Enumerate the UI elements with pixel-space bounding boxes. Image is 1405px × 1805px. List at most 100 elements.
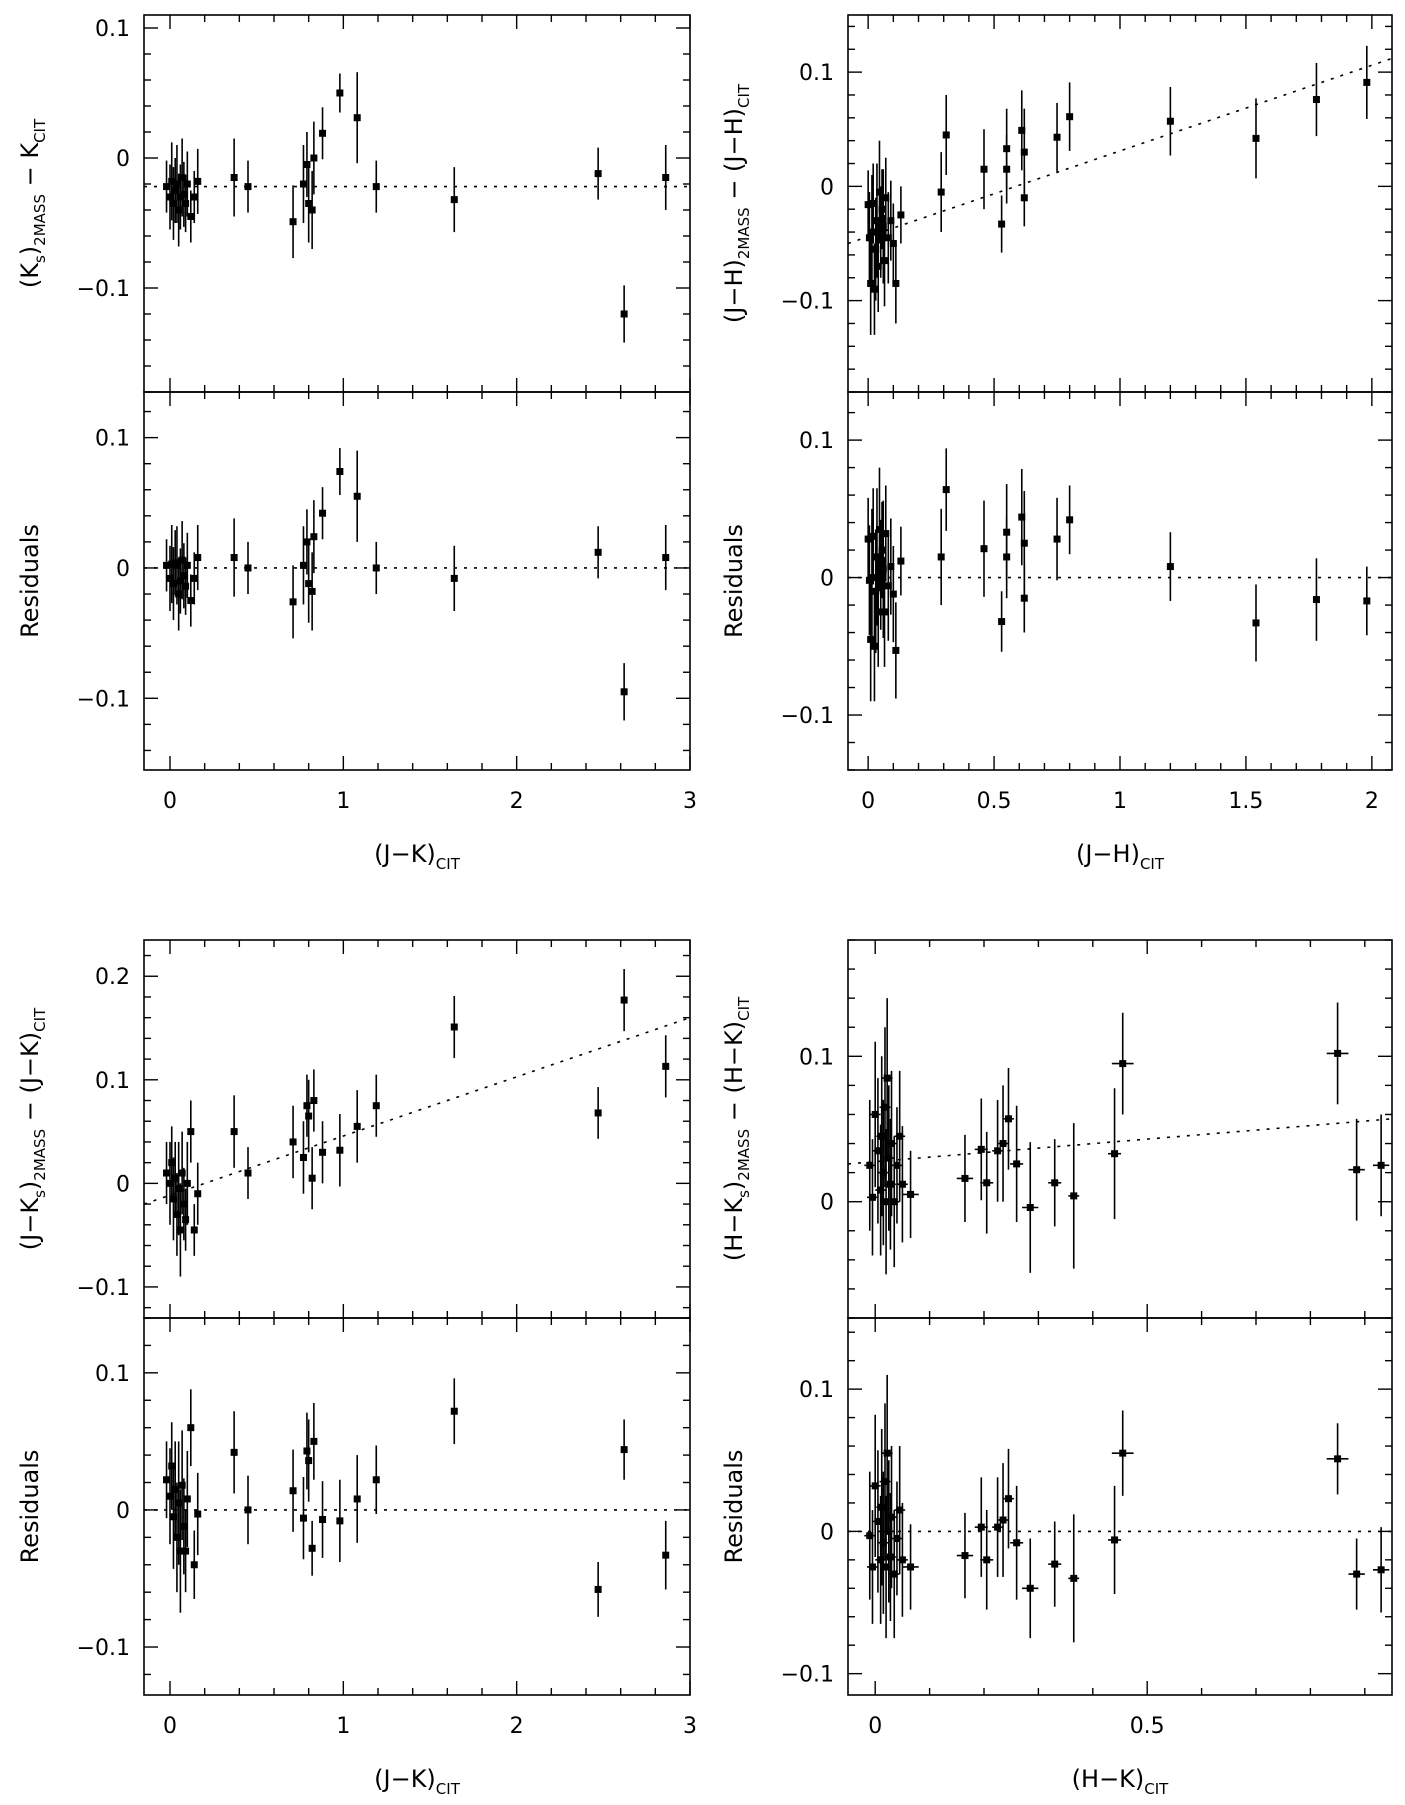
data-point: [864, 1471, 876, 1600]
data-point: [620, 663, 628, 721]
point-marker: [873, 217, 881, 225]
data-point: [980, 129, 988, 210]
point-marker: [877, 228, 885, 236]
data-point: [299, 1477, 307, 1560]
data-point: [450, 995, 458, 1059]
point-marker: [998, 618, 1006, 626]
point-marker: [868, 1193, 876, 1201]
point-marker: [1066, 113, 1074, 121]
data-point: [1020, 169, 1028, 227]
plot-frame: [847, 939, 1393, 1319]
data-point: [1003, 108, 1011, 189]
data-point: [1372, 1114, 1390, 1217]
point-marker: [878, 205, 886, 213]
point-marker: [961, 1552, 969, 1560]
data-point: [1108, 1088, 1122, 1220]
fit-line: [847, 1118, 1393, 1165]
data-point: [864, 170, 872, 239]
data-point: [594, 1087, 602, 1139]
data-point: [230, 1411, 238, 1494]
point-marker: [874, 608, 882, 616]
data-point: [1022, 1538, 1039, 1639]
data-point: [372, 1445, 380, 1515]
x-tick-label: 3: [683, 1714, 697, 1739]
point-marker: [884, 234, 892, 242]
point-marker: [319, 1516, 327, 1524]
point-marker: [1051, 1560, 1059, 1568]
data-point: [942, 94, 950, 175]
point-marker: [1018, 126, 1026, 134]
point-marker: [1252, 619, 1260, 627]
data-point: [244, 541, 252, 595]
point-marker: [885, 1154, 893, 1162]
point-marker: [336, 468, 344, 476]
point-marker: [173, 180, 181, 188]
data-point: [168, 142, 176, 221]
data-point: [1326, 1002, 1349, 1105]
point-marker: [868, 228, 876, 236]
x-tick-label: 1.5: [1228, 789, 1263, 814]
point-marker: [882, 1563, 890, 1571]
data-point: [308, 1520, 316, 1576]
data-point: [169, 1157, 177, 1241]
data-point: [190, 1530, 198, 1600]
data-point: [864, 1099, 876, 1231]
data-point: [1010, 1485, 1024, 1600]
y-axis-label-part: s: [735, 1190, 753, 1198]
point-marker: [173, 1210, 181, 1218]
data-point: [1066, 82, 1074, 151]
point-marker: [871, 1110, 879, 1118]
data-point: [166, 545, 174, 611]
data-point: [881, 214, 889, 307]
point-marker: [873, 553, 881, 561]
point-marker: [180, 1200, 188, 1208]
point-marker: [866, 1532, 874, 1540]
data-point: [1018, 90, 1026, 171]
data-point: [594, 1562, 602, 1617]
data-point: [884, 192, 892, 284]
point-marker: [166, 193, 174, 201]
y-axis-label-part: ): [720, 1181, 748, 1190]
data-point: [942, 448, 950, 531]
point-marker: [889, 590, 897, 598]
data-point: [180, 1478, 188, 1575]
point-marker: [1312, 596, 1320, 604]
point-marker: [299, 180, 307, 188]
point-marker: [190, 1226, 198, 1234]
panel-hks-difference-vs-hk: 0 0.1 (H−Ks)2MASS − (H−K)CIT: [720, 939, 1393, 1319]
data-point: [171, 1141, 179, 1215]
point-marker: [1111, 1536, 1119, 1544]
point-marker: [961, 1174, 969, 1182]
point-marker: [1020, 194, 1028, 202]
y-axis-label-part: 2MASS: [31, 194, 49, 246]
point-marker: [308, 587, 316, 595]
point-marker: [869, 200, 877, 207]
data-point: [1348, 1118, 1365, 1221]
plot-frame: [143, 939, 691, 1319]
data-point: [305, 164, 313, 243]
y-axis-label-part: Residuals: [720, 1450, 748, 1564]
data-point: [892, 602, 900, 699]
data-point: [299, 1121, 307, 1194]
data-point: [1020, 563, 1028, 633]
point-marker: [877, 1186, 885, 1194]
y-tick-label: 0: [820, 175, 834, 200]
y-tick-label: 0: [820, 567, 834, 592]
data-point: [176, 1489, 184, 1613]
point-marker: [980, 545, 988, 553]
data-point: [864, 497, 872, 581]
point-marker: [662, 1551, 670, 1559]
y-axis-label: Residuals: [720, 1450, 748, 1564]
point-marker: [870, 285, 878, 293]
data-point: [182, 1509, 190, 1593]
data-point: [168, 1126, 176, 1199]
x-axis-label: (J−H)CIT: [1076, 840, 1165, 873]
data-point: [183, 1141, 191, 1225]
data-point: [319, 107, 327, 160]
x-axis-label-part: (H−K): [1072, 1765, 1145, 1793]
data-point: [886, 1070, 897, 1217]
point-marker: [163, 561, 171, 569]
data-point: [662, 524, 670, 591]
point-marker: [190, 1561, 198, 1569]
point-marker: [878, 1132, 886, 1140]
